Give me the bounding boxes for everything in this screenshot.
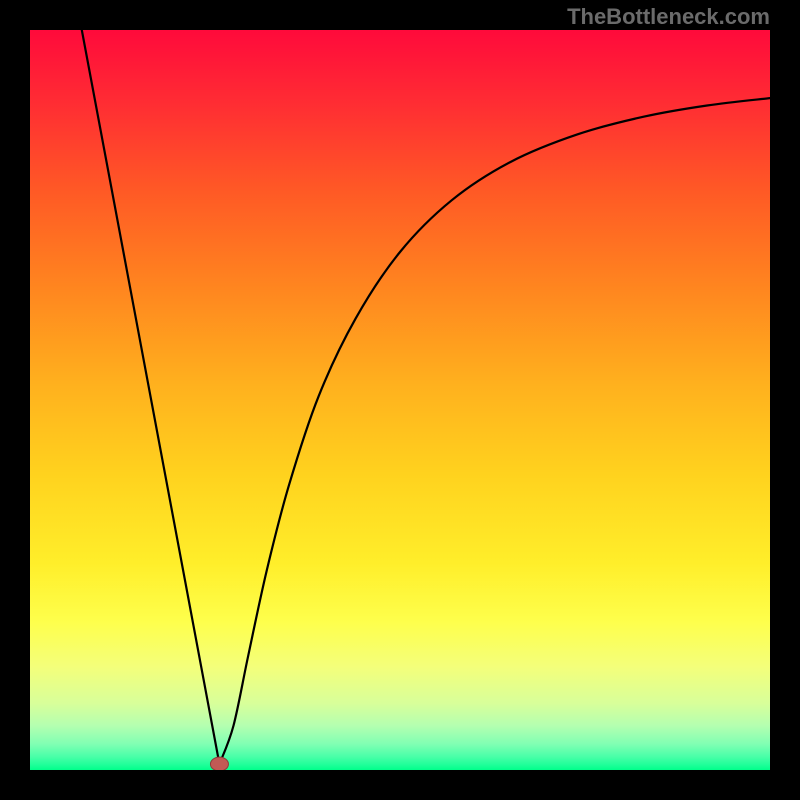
figure-stage: TheBottleneck.com [0,0,800,800]
minimum-marker [210,757,228,770]
curve-svg [30,30,770,770]
watermark-text: TheBottleneck.com [567,4,770,30]
bottleneck-curve [82,30,770,764]
plot-area [30,30,770,770]
